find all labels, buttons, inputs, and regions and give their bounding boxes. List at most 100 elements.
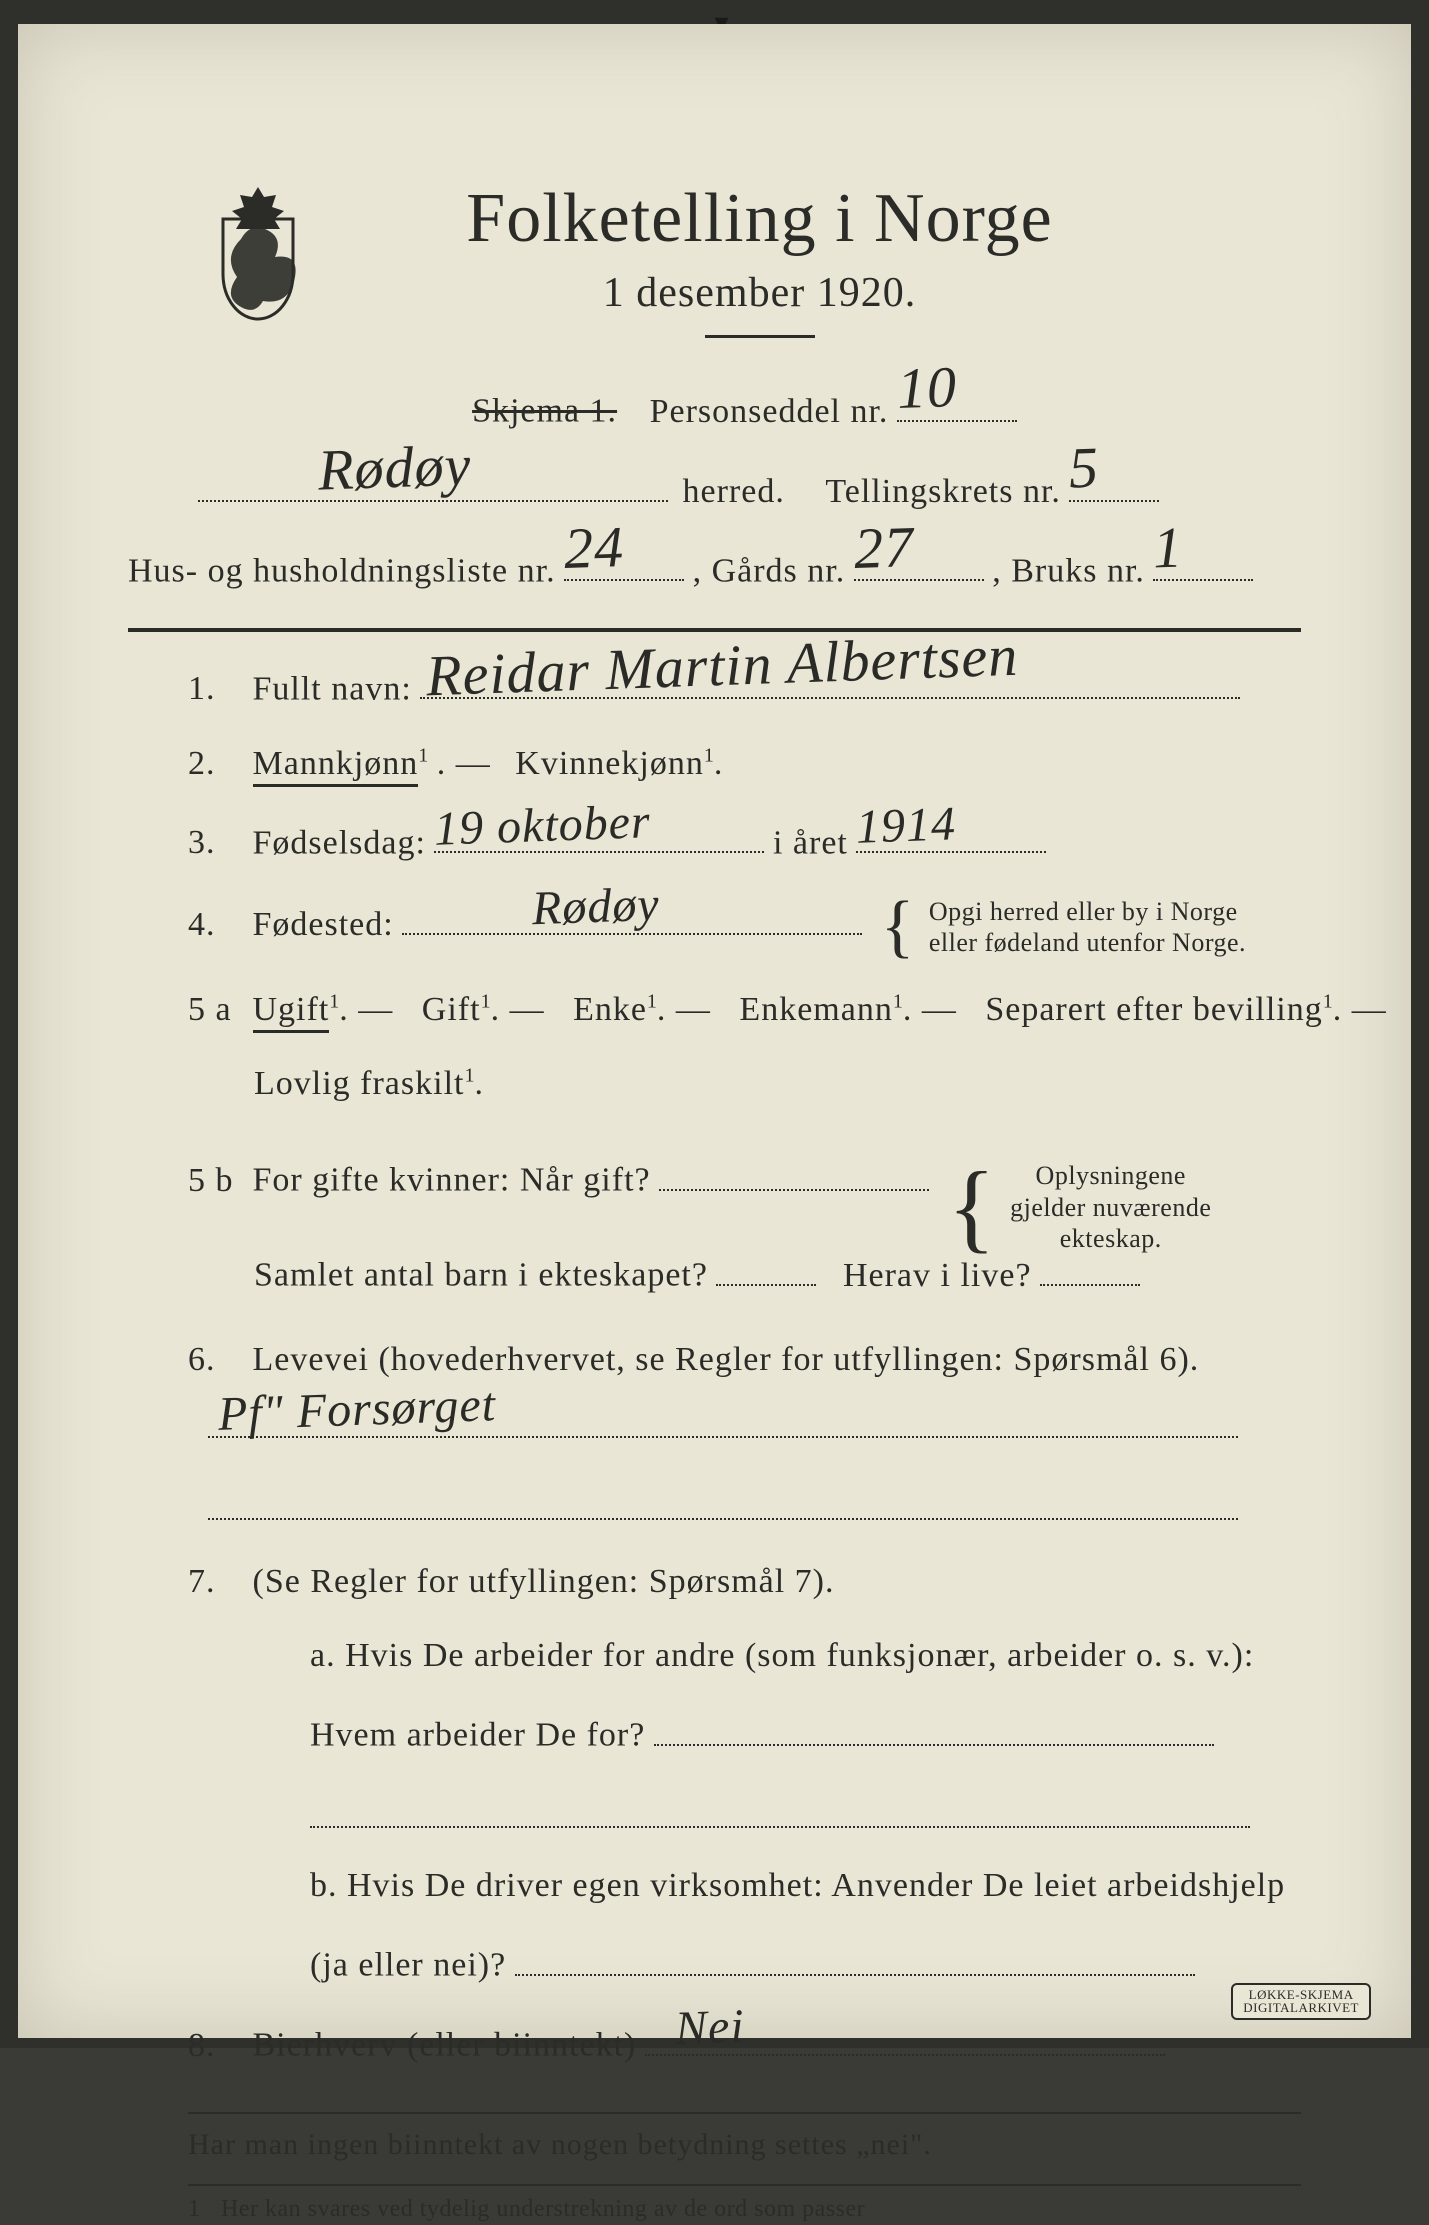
q6-label: Levevei (hovederhvervet, se Regler for u… (253, 1341, 1200, 1378)
q8-value: Nei (674, 1996, 746, 2061)
q5a-s4: . — (903, 991, 957, 1028)
q2-kvinne: Kvinnekjønn (515, 745, 704, 782)
hus-label: Hus- og husholdningsliste nr. (128, 552, 556, 589)
footnote-text: Her kan svares ved tydelig understreknin… (221, 2196, 865, 2222)
q5a-enke: Enke (573, 991, 647, 1028)
q7b-q: (ja eller nei)? (310, 1947, 506, 1984)
skjema-row: Skjema 1. Personseddel nr. 10 (188, 384, 1301, 434)
q5a-row2: Lovlig fraskilt1. (254, 1062, 1301, 1106)
q4-value: Rødøy (531, 874, 661, 941)
q5b-note: Oplysningene gjelder nuværende ekteskap. (1010, 1160, 1211, 1254)
q6-row: 6. Levevei (hovederhvervet, se Regler fo… (188, 1338, 1301, 1382)
bruks-label: , Bruks nr. (992, 552, 1145, 589)
q3-year: 1914 (855, 793, 957, 859)
herred-row: Rødøy herred. Tellingskrets nr. 5 (188, 464, 1301, 514)
q2-row: 2. Mannkjønn1 . — Kvinnekjønn1. (188, 742, 1301, 786)
q1-num: 1. (188, 667, 244, 711)
q5a-s1: . — (339, 991, 393, 1028)
footnote-row: 1 Her kan svares ved tydelig understrekn… (188, 2194, 1301, 2225)
subtitle: 1 desember 1920. (218, 269, 1301, 317)
q2-sep1: . — (437, 745, 491, 782)
q6-num: 6. (188, 1338, 244, 1382)
q4-note: Opgi herred eller by i Norge eller fødel… (929, 896, 1246, 958)
herred-value: Rødøy (317, 428, 473, 509)
brace-icon: { (948, 1177, 996, 1237)
q5b-l1a: For gifte kvinner: Når gift? (253, 1162, 651, 1199)
q7a-q: Hvem arbeider De for? (310, 1717, 645, 1754)
census-form-page: Folketelling i Norge 1 desember 1920. Sk… (18, 24, 1411, 2038)
q5a-s5: . — (1333, 991, 1387, 1028)
q4-note-l2: eller fødeland utenfor Norge. (929, 928, 1246, 957)
q8-label: Bierhverv (eller biinntekt) (253, 2027, 637, 2064)
q6-blank-line (208, 1480, 1238, 1520)
archive-stamp: LØKKE-SKJEMA DIGITALARKIVET (1231, 1983, 1371, 2020)
hus-row: Hus- og husholdningsliste nr. 24 , Gårds… (128, 544, 1301, 594)
q6-value: Pf" Forsørget (217, 1374, 497, 1446)
bruks-nr: 1 (1152, 510, 1185, 586)
skjema-label: Skjema 1. (472, 393, 617, 430)
q6-value-row: Pf" Forsørget (188, 1400, 1301, 1450)
q3-day: 19 oktober (433, 791, 652, 861)
divider-3 (188, 2184, 1301, 2186)
q5a-enkemann: Enkemann (739, 991, 892, 1028)
personseddel-label: Personseddel nr. (650, 393, 889, 430)
q7a-row: a. Hvis De arbeider for andre (som funks… (310, 1634, 1301, 1678)
title: Folketelling i Norge (218, 179, 1301, 259)
hus-nr: 24 (563, 509, 626, 586)
q4-note-l1: Opgi herred eller by i Norge (929, 897, 1238, 926)
q1-label: Fullt navn: (253, 670, 412, 707)
q7-num: 7. (188, 1560, 244, 1604)
q7-lead: (Se Regler for utfyllingen: Spørsmål 7). (253, 1563, 835, 1600)
q5a-separert: Separert efter bevilling (985, 991, 1322, 1028)
q5b-row1: 5 b For gifte kvinner: Når gift? { Oplys… (188, 1136, 1301, 1230)
q5a-ugift: Ugift (253, 991, 330, 1033)
q7-row: 7. (Se Regler for utfyllingen: Spørsmål … (188, 1560, 1301, 1604)
q7b-q-row: (ja eller nei)? (310, 1938, 1301, 1988)
q5a-row: 5 a Ugift1. — Gift1. — Enke1. — Enkemann… (188, 988, 1301, 1032)
stamp-l2: DIGITALARKIVET (1243, 2001, 1359, 2015)
footnote-num: 1 (188, 2196, 201, 2222)
q5b-note-l1: Oplysningene (1036, 1161, 1186, 1190)
q5a-lovlig: Lovlig fraskilt (254, 1065, 464, 1102)
personseddel-nr: 10 (896, 349, 959, 426)
q3-row: 3. Fødselsdag: 19 oktober i året 1914 (188, 816, 1301, 866)
stamp-l1: LØKKE-SKJEMA (1243, 1988, 1359, 2002)
q4-row: 4. Fødested: Rødøy { Opgi herred eller b… (188, 896, 1301, 958)
q5a-num: 5 a (188, 988, 244, 1032)
q5b-l2a: Samlet antal barn i ekteskapet? (254, 1257, 708, 1294)
footer-note: Har man ingen biinntekt av nogen betydni… (188, 2128, 932, 2161)
q7a-q-row: Hvem arbeider De for? (310, 1708, 1301, 1758)
q7b-lead: b. Hvis De driver egen virksomhet: Anven… (310, 1867, 1285, 1904)
q5a-s3: . — (657, 991, 711, 1028)
q1-value: Reidar Martin Albertsen (425, 618, 1019, 714)
title-rule (705, 335, 815, 338)
footer-note-row: Har man ingen biinntekt av nogen betydni… (188, 2122, 1301, 2166)
telling-nr: 5 (1068, 430, 1101, 506)
q4-num: 4. (188, 903, 244, 947)
telling-label: Tellingskrets nr. (825, 473, 1061, 510)
q4-label: Fødested: (253, 906, 394, 943)
q7a-lead: a. Hvis De arbeider for andre (som funks… (310, 1637, 1254, 1674)
divider-2 (188, 2112, 1301, 2114)
q3-iaret: i året (773, 824, 848, 861)
gards-nr: 27 (852, 509, 915, 586)
title-block: Folketelling i Norge 1 desember 1920. (218, 179, 1301, 338)
q2-punct: . (714, 745, 724, 782)
scan-frame: ▾ Folketelling i Norge 1 desember 1920. … (0, 0, 1429, 2048)
q2-num: 2. (188, 742, 244, 786)
q5b-l2b: Herav i live? (843, 1257, 1032, 1294)
q8-num: 8. (188, 2024, 244, 2068)
q5b-num: 5 b (188, 1159, 244, 1203)
q8-row: 8. Bierhverv (eller biinntekt) Nei (188, 2018, 1301, 2068)
q5b-note-l2: gjelder nuværende (1010, 1193, 1211, 1222)
q5a-p: . (474, 1065, 484, 1102)
q3-label: Fødselsdag: (253, 824, 426, 861)
q5a-s2: . — (491, 991, 545, 1028)
q5b-row2: Samlet antal barn i ekteskapet? Herav i … (254, 1248, 1301, 1298)
q7b-row: b. Hvis De driver egen virksomhet: Anven… (310, 1864, 1301, 1908)
gards-label: , Gårds nr. (693, 552, 846, 589)
herred-label: herred. (683, 473, 785, 510)
q3-num: 3. (188, 821, 244, 865)
q1-row: 1. Fullt navn: Reidar Martin Albertsen (188, 662, 1301, 712)
q5a-gift: Gift (422, 991, 481, 1028)
